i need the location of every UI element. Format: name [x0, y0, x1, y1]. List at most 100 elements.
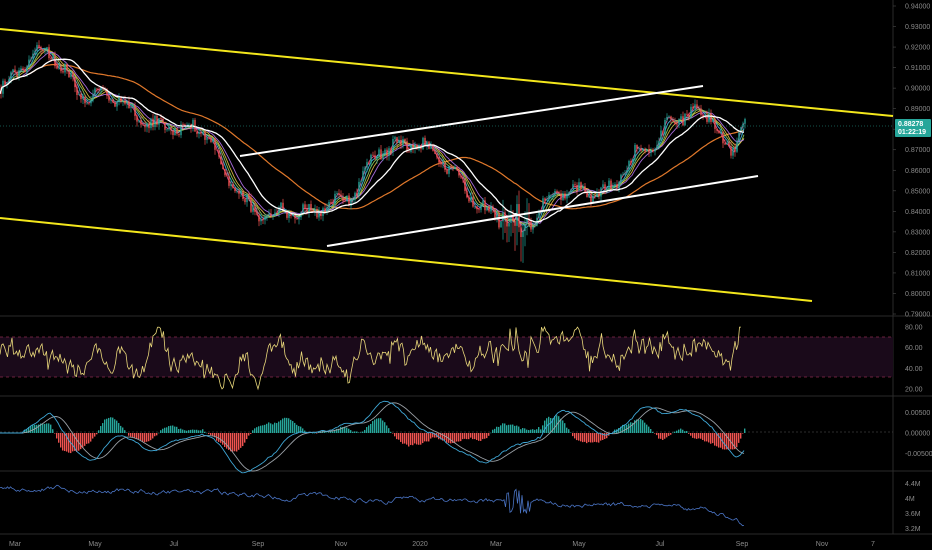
macd-histogram-bar	[166, 427, 168, 433]
rising-channel-upper-trendline[interactable]	[239, 85, 704, 157]
macd-histogram-bar	[182, 429, 184, 433]
candle-body	[566, 193, 568, 199]
candle-body	[490, 206, 492, 212]
candle-body	[426, 141, 428, 145]
candle-body	[440, 162, 442, 165]
price-axis-tick: 0.85000	[905, 188, 930, 195]
time-axis-label: May	[572, 541, 586, 548]
macd-histogram-bar	[100, 426, 102, 433]
macd-histogram-bar	[194, 429, 196, 433]
candle-body	[206, 136, 208, 140]
candle-body	[532, 226, 534, 230]
macd-histogram-bar	[400, 433, 402, 442]
candle-body	[4, 80, 6, 85]
macd-histogram-bar	[98, 430, 100, 433]
candle-body	[288, 212, 290, 218]
candle-body	[504, 212, 506, 219]
macd-histogram-bar	[642, 420, 644, 433]
macd-histogram-bar	[118, 423, 120, 433]
price-pane[interactable]	[0, 28, 894, 302]
macd-histogram-bar	[380, 418, 382, 433]
macd-histogram-bar	[50, 424, 52, 433]
candle-body	[58, 66, 60, 69]
candle-body	[626, 170, 628, 174]
macd-histogram-bar	[358, 432, 360, 433]
candle-body	[78, 93, 80, 96]
macd-histogram-bar	[636, 419, 638, 433]
macd-histogram-bar	[542, 425, 544, 433]
macd-pane[interactable]	[0, 400, 893, 474]
macd-histogram-bar	[110, 417, 112, 433]
macd-histogram-bar	[702, 433, 704, 441]
macd-histogram-bar	[680, 428, 682, 433]
macd-histogram-bar	[736, 433, 738, 448]
macd-histogram-bar	[658, 433, 660, 439]
macd-histogram-bar	[36, 424, 38, 433]
macd-histogram-bar	[504, 423, 506, 433]
candle-body	[354, 192, 356, 200]
candle-body	[286, 210, 288, 218]
macd-histogram-bar	[634, 420, 636, 433]
candle-body	[6, 82, 8, 85]
macd-histogram-bar	[290, 419, 292, 433]
candle-body	[350, 200, 352, 206]
candle-body	[444, 163, 446, 170]
macd-histogram-bar	[296, 424, 298, 433]
candle-body	[614, 184, 616, 187]
macd-histogram-bar	[404, 433, 406, 444]
rising-channel-lower-trendline[interactable]	[326, 175, 759, 247]
candle-body	[34, 50, 36, 54]
candle-body	[430, 144, 432, 149]
macd-histogram-bar	[462, 433, 464, 440]
candle-body	[386, 149, 388, 156]
rsi-pane[interactable]	[0, 325, 893, 391]
macd-histogram-bar	[158, 432, 160, 434]
volume-indicator-pane[interactable]	[0, 484, 745, 527]
macd-histogram-bar	[302, 428, 304, 433]
candle-body	[718, 130, 720, 134]
macd-histogram-bar	[128, 433, 130, 436]
channel-upper-trendline[interactable]	[0, 28, 894, 117]
candle-body	[576, 184, 578, 191]
candle-body	[244, 199, 246, 203]
candle-body	[224, 169, 226, 176]
candle-body	[104, 89, 106, 91]
candle-body	[556, 191, 558, 193]
candle-body	[572, 184, 574, 190]
candle-body	[110, 99, 112, 101]
macd-histogram-bar	[366, 427, 368, 433]
candle-body	[592, 195, 594, 202]
candle-body	[240, 191, 242, 194]
candle-body	[462, 177, 464, 179]
candle-body	[666, 117, 668, 120]
candle-body	[488, 206, 490, 212]
candle-body	[338, 193, 340, 195]
macd-histogram-bar	[518, 426, 520, 433]
macd-histogram-bar	[502, 423, 504, 433]
macd-histogram-bar	[602, 433, 604, 440]
macd-histogram-bar	[648, 426, 650, 433]
price-axis-tick: 0.86000	[905, 168, 930, 175]
macd-histogram-bar	[546, 418, 548, 433]
macd-histogram-bar	[30, 425, 32, 433]
candle-body	[178, 134, 180, 136]
macd-histogram-bar	[638, 419, 640, 433]
channel-lower-trendline[interactable]	[0, 217, 813, 302]
candle-body	[214, 138, 216, 150]
macd-histogram-bar	[594, 433, 596, 442]
candle-body	[38, 45, 40, 48]
candle-body	[304, 204, 306, 209]
drawings[interactable]	[0, 28, 894, 302]
candle-body	[702, 115, 704, 117]
macd-histogram-bar	[218, 433, 220, 442]
candle-body	[618, 181, 620, 189]
macd-histogram-bar	[346, 427, 348, 433]
macd-histogram-bar	[82, 433, 84, 448]
macd-histogram-bar	[604, 433, 606, 440]
candle-body	[526, 218, 528, 225]
time-axis-label: Jul	[656, 541, 665, 548]
macd-histogram-bar	[742, 433, 744, 434]
candle-body	[570, 189, 572, 193]
macd-histogram-bar	[148, 433, 150, 442]
